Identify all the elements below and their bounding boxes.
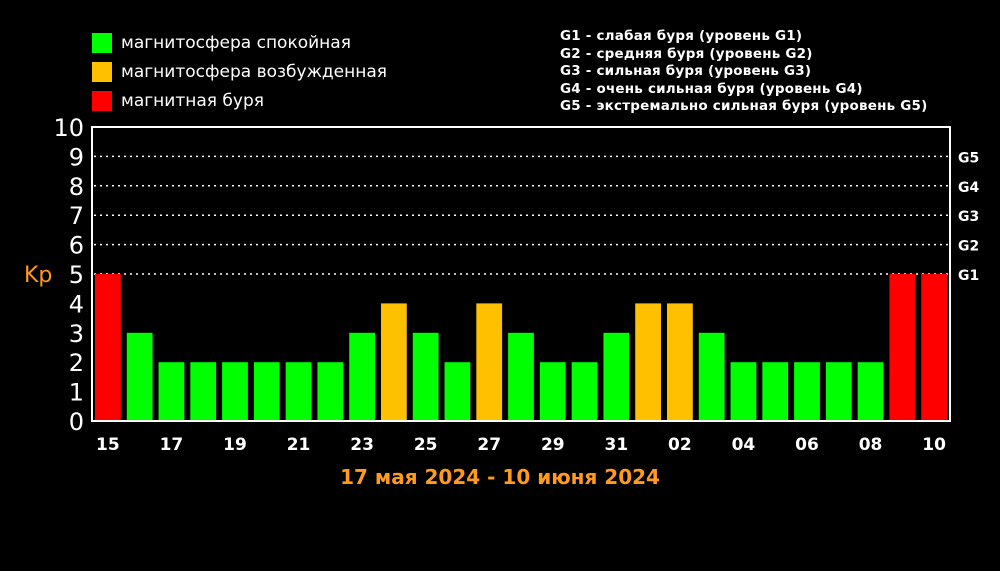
bar-12 (476, 303, 503, 420)
period-label: 17 мая 2024 - 10 июня 2024 (340, 465, 660, 489)
y-tick-label: 5 (69, 261, 84, 289)
x-tick-label: 23 (350, 435, 374, 455)
y-tick-label: 9 (69, 143, 84, 171)
bar-21 (762, 362, 789, 420)
x-tick-label: 27 (477, 435, 501, 455)
y-tick-label: 6 (69, 232, 84, 260)
bar-19 (698, 332, 725, 420)
y-tick-label: 7 (69, 202, 84, 230)
legend-label-active: магнитосфера возбужденная (121, 61, 387, 82)
bar-7 (317, 362, 344, 420)
bar-16 (603, 332, 630, 420)
x-tick-label: 29 (541, 435, 565, 455)
bar-20 (730, 362, 757, 420)
bar-10 (412, 332, 439, 420)
g-level-3: G3 - сильная буря (уровень G3) (560, 63, 812, 79)
legend-swatch-storm (92, 90, 112, 111)
x-tick-label: 06 (795, 435, 819, 455)
g-level-legend: G1 - слабая буря (уровень G1) G2 - средн… (560, 28, 928, 116)
y-tick-label: 0 (69, 408, 84, 436)
x-tick-label: 02 (668, 435, 692, 455)
bar-25 (889, 274, 916, 420)
legend-item-storm: магнитная буря (92, 86, 387, 115)
x-tick-label: 21 (287, 435, 311, 455)
x-tick-label: 31 (604, 435, 628, 455)
x-tick-label: 08 (859, 435, 883, 455)
bar-23 (825, 362, 852, 420)
y-tick-label: 1 (69, 379, 84, 407)
y-tick-label: 10 (53, 114, 84, 142)
legend-item-active: магнитосфера возбужденная (92, 57, 387, 86)
bar-0 (95, 274, 121, 420)
legend-swatch-active (92, 61, 112, 82)
bar-22 (794, 362, 820, 420)
bar-15 (571, 362, 598, 420)
y-axis-label: Kp (24, 263, 52, 288)
g-tick-label: G1 (958, 268, 979, 284)
x-tick-label: 15 (96, 435, 120, 455)
bar-6 (285, 362, 312, 420)
bar-4 (222, 362, 248, 420)
bar-5 (253, 362, 280, 420)
bar-9 (381, 303, 407, 420)
x-tick-label: 19 (223, 435, 247, 455)
legend-item-quiet: магнитосфера спокойная (92, 28, 387, 57)
g-tick-label: G5 (958, 150, 979, 166)
g-tick-label: G3 (958, 209, 979, 225)
g-level-1: G1 - слабая буря (уровень G1) (560, 28, 803, 44)
bar-18 (667, 303, 693, 420)
bar-17 (635, 303, 661, 420)
g-tick-label: G4 (958, 180, 979, 196)
x-tick-label: 25 (414, 435, 438, 455)
y-tick-label: 2 (69, 349, 84, 377)
legend-swatch-quiet (92, 32, 112, 53)
y-tick-label: 3 (69, 320, 84, 348)
g-level-4: G4 - очень сильная буря (уровень G4) (560, 80, 863, 97)
bar-8 (349, 332, 375, 420)
bar-14 (539, 362, 566, 420)
bar-2 (158, 362, 185, 420)
plot-frame (91, 126, 951, 422)
legend-label-storm: магнитная буря (121, 90, 264, 111)
y-tick-label: 8 (69, 173, 84, 201)
bar-11 (444, 362, 471, 420)
x-tick-label: 17 (160, 435, 184, 455)
bar-26 (921, 274, 947, 420)
g-tick-label: G2 (958, 239, 979, 255)
bar-24 (857, 362, 884, 420)
g-level-5: G5 - экстремально сильная буря (уровень … (560, 98, 928, 114)
x-tick-label: 10 (922, 435, 946, 455)
x-tick-label: 04 (732, 435, 756, 455)
g-level-2: G2 - средняя буря (уровень G2) (560, 45, 813, 62)
bar-1 (126, 332, 153, 420)
y-tick-label: 4 (69, 290, 84, 318)
bar-3 (190, 362, 217, 420)
legend-label-quiet: магнитосфера спокойная (121, 32, 351, 53)
legend: магнитосфера спокойная магнитосфера возб… (92, 28, 387, 115)
bar-13 (508, 332, 534, 420)
